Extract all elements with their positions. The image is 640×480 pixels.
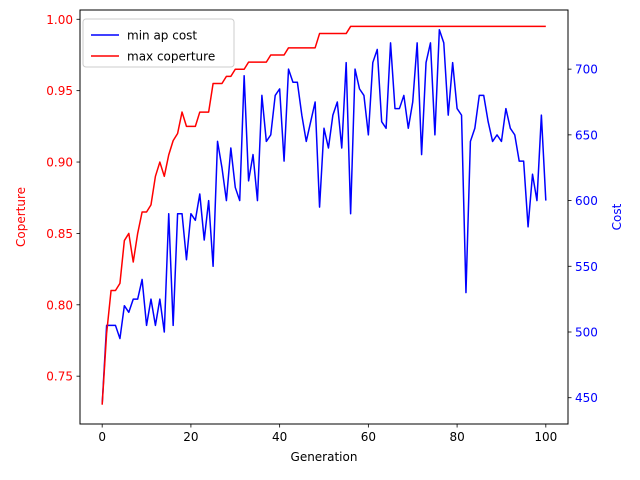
left-y-tick-label: 0.95: [46, 84, 73, 98]
series-line-max-coperture: [101, 25, 546, 405]
left-y-tick-label: 0.90: [46, 156, 73, 170]
x-axis-label: Generation: [291, 450, 358, 464]
right-y-tick-label: 500: [575, 326, 598, 340]
series-line-min-ap-cost: [101, 28, 547, 405]
axes-layer: 0 20 40 60 80 100 0.75 0.80 0.85 0.90 0.95 1.00 450 5…: [46, 13, 598, 444]
right-y-tick-label: 600: [575, 194, 598, 208]
x-tick-label: 40: [272, 430, 287, 444]
legend: min ap cost max coperture: [82, 18, 235, 68]
right-y-tick-label: 650: [575, 128, 598, 142]
right-y-tick-label: 450: [575, 391, 598, 405]
x-tick-label: 0: [98, 430, 106, 444]
left-y-axis-label: Coperture: [14, 187, 28, 247]
right-y-tick-label: 700: [575, 63, 598, 77]
right-y-tick-label: 550: [575, 260, 598, 274]
legend-box: [82, 18, 235, 68]
x-tick-label: 80: [449, 430, 464, 444]
legend-label-min-ap-cost: min ap cost: [127, 29, 197, 43]
x-tick-label: 60: [361, 430, 376, 444]
x-tick-label: 20: [183, 430, 198, 444]
left-y-tick-label: 0.75: [46, 370, 73, 384]
left-y-tick-label: 0.80: [46, 298, 73, 312]
left-y-tick-label: 0.85: [46, 227, 73, 241]
series-layer: [101, 25, 547, 405]
plot-frame: [79, 9, 569, 425]
left-y-tick-label: 1.00: [46, 13, 73, 27]
right-y-axis-label: Cost: [610, 203, 624, 230]
x-tick-label: 100: [534, 430, 557, 444]
legend-label-max-coperture: max coperture: [127, 50, 215, 64]
